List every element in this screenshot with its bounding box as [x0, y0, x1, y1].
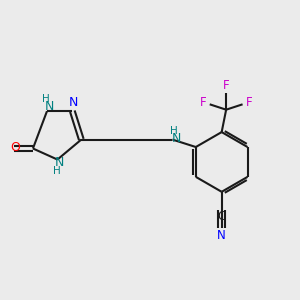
Text: N: N	[172, 132, 181, 145]
Text: N: N	[45, 100, 54, 113]
Text: N: N	[55, 156, 64, 169]
Text: O: O	[11, 141, 21, 154]
Text: H: H	[42, 94, 50, 103]
Text: F: F	[223, 79, 230, 92]
Text: N: N	[69, 96, 79, 109]
Text: H: H	[53, 167, 61, 176]
Text: H: H	[170, 126, 178, 136]
Text: F: F	[246, 96, 253, 109]
Text: F: F	[200, 96, 206, 109]
Text: N: N	[217, 229, 226, 242]
Text: C: C	[218, 210, 226, 224]
